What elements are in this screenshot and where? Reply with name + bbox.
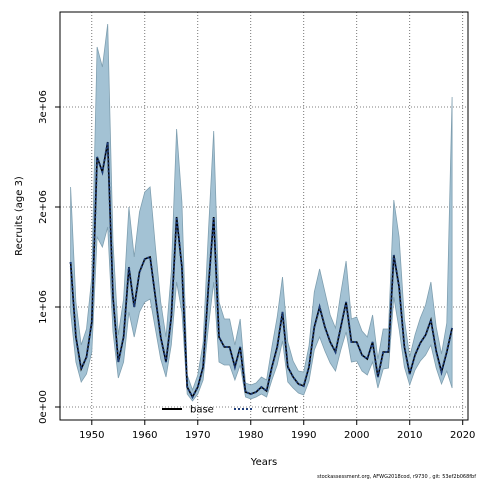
x-tick-label: 1990 — [291, 430, 316, 441]
x-tick-label: 2000 — [344, 430, 369, 441]
x-tick-label: 1970 — [185, 430, 210, 441]
x-tick-label: 1960 — [132, 430, 157, 441]
legend-base-label: base — [190, 405, 214, 416]
confidence-band — [70, 23, 453, 402]
x-tick-label: 1950 — [79, 430, 104, 441]
legend: base current — [162, 405, 298, 416]
x-axis: 1950 1960 1970 1980 1990 2000 2010 2020 — [79, 420, 475, 441]
x-tick-label: 1980 — [238, 430, 263, 441]
y-tick-label: 3e+06 — [38, 90, 49, 124]
y-tick-label: 0e+00 — [38, 390, 49, 424]
x-tick-label: 2020 — [450, 430, 475, 441]
legend-current-label: current — [262, 405, 298, 416]
plot-frame — [59, 11, 469, 421]
y-tick-label: 2e+06 — [38, 190, 49, 224]
x-tick-label: 2010 — [397, 430, 422, 441]
footnote: stockassessment.org, AFWG2018cod, r9730 … — [317, 474, 476, 480]
x-axis-title: Years — [250, 457, 277, 468]
y-tick-label: 1e+06 — [38, 290, 49, 324]
grid-lines — [60, 12, 468, 420]
series-current-line — [69, 141, 454, 400]
y-axis-title: Recruits (age 3) — [14, 176, 25, 256]
y-axis: 0e+00 1e+06 2e+06 3e+06 — [38, 90, 60, 424]
